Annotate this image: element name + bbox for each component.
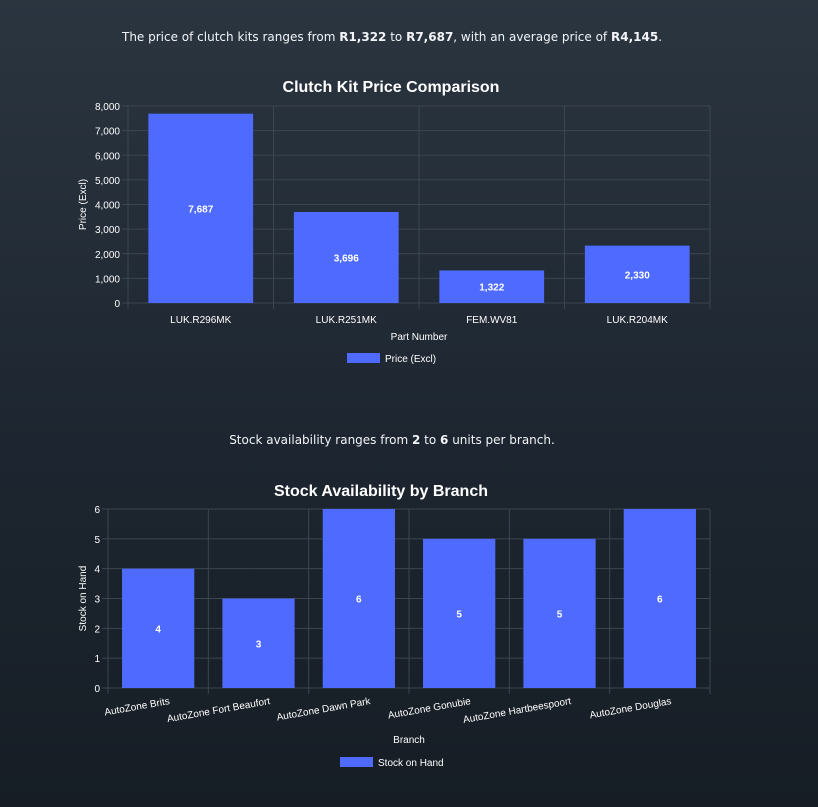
price-average: R4,145 (610, 30, 659, 44)
x-tick-label: LUK.R204MK (607, 315, 668, 326)
bar (148, 113, 254, 303)
x-tick-label: AutoZone Dawn Park (276, 696, 372, 724)
bar (423, 538, 496, 688)
y-tick-label: 5 (94, 535, 100, 546)
x-tick-label: AutoZone Brits (104, 696, 171, 718)
price-min: R1,322 (339, 30, 387, 44)
stock-chart: Stock Availability by Branch 0 1 2 3 4 5 6 4 Auto… (78, 483, 711, 769)
y-tick-label: 7,000 (95, 127, 120, 138)
legend-swatch (347, 353, 380, 363)
data-label: 3,696 (334, 253, 359, 264)
bar (439, 270, 545, 303)
legend-swatch (340, 757, 373, 767)
stock-max: 6 (440, 433, 449, 447)
y-axis-title: Stock on Hand (78, 566, 89, 632)
data-label: 4 (155, 624, 161, 635)
x-axis-title: Part Number (391, 332, 448, 343)
bar (623, 509, 696, 688)
x-tick-label: LUK.R251MK (316, 315, 377, 326)
bar (293, 211, 399, 303)
stock-summary-text: Stock availability ranges from (229, 433, 412, 447)
data-label: 7,687 (188, 204, 213, 215)
bar (322, 509, 395, 688)
price-chart: Clutch Kit Price Comparison 0 1,000 2,000 3,… (78, 79, 711, 365)
bar (523, 538, 596, 688)
price-summary-text: , with an average price of (453, 30, 611, 44)
data-label: 2,330 (625, 270, 650, 281)
y-tick-label: 1,000 (95, 274, 120, 285)
y-tick-label: 3 (94, 595, 100, 606)
y-tick-label: 4,000 (95, 201, 120, 212)
price-summary-text: . (658, 30, 663, 44)
y-tick-label: 6 (94, 505, 100, 516)
data-label: 1,322 (479, 283, 504, 294)
price-summary-text: The price of clutch kits ranges from (121, 30, 340, 44)
x-tick-label: AutoZone Gonubie (387, 696, 472, 721)
bar (122, 568, 195, 688)
price-max: R7,687 (406, 30, 454, 44)
bar (222, 598, 295, 688)
y-tick-label: 2,000 (95, 250, 120, 261)
stock-summary: Stock availability ranges from 2 to 6 un… (0, 433, 784, 447)
x-tick-label: LUK.R296MK (170, 315, 231, 326)
legend-label: Stock on Hand (378, 758, 444, 769)
data-label: 6 (657, 595, 663, 606)
x-tick-label: AutoZone Fort Beaufort (166, 696, 271, 725)
x-axis-title: Branch (393, 735, 425, 746)
y-tick-label: 5,000 (95, 176, 120, 187)
legend-label: Price (Excl) (385, 354, 436, 365)
y-tick-label: 4 (94, 565, 100, 576)
y-tick-label: 2 (94, 624, 100, 635)
y-axis-title: Price (Excl) (78, 179, 89, 230)
x-tick-label: AutoZone Douglas (589, 696, 672, 721)
bar (584, 245, 690, 303)
y-tick-label: 0 (94, 684, 100, 695)
price-summary-text: to (386, 30, 407, 44)
y-tick-label: 6,000 (95, 151, 120, 162)
y-tick-label: 1 (94, 654, 100, 665)
chart-title: Stock Availability by Branch (274, 483, 488, 500)
stock-min: 2 (411, 433, 421, 447)
chart-title: Clutch Kit Price Comparison (283, 79, 500, 96)
y-tick-label: 3,000 (95, 225, 120, 236)
data-label: 6 (356, 595, 362, 606)
x-tick-label: AutoZone Hartbeespoort (462, 696, 572, 726)
x-tick-label: FEM.WV81 (466, 315, 518, 326)
stock-summary-text: to (420, 433, 441, 447)
price-summary: The price of clutch kits ranges from R1,… (0, 30, 784, 44)
data-label: 5 (557, 609, 563, 620)
data-label: 5 (456, 609, 462, 620)
stock-summary-text: units per branch. (448, 433, 555, 447)
y-tick-label: 8,000 (95, 102, 120, 113)
data-label: 3 (256, 639, 262, 650)
y-tick-label: 0 (114, 299, 120, 310)
